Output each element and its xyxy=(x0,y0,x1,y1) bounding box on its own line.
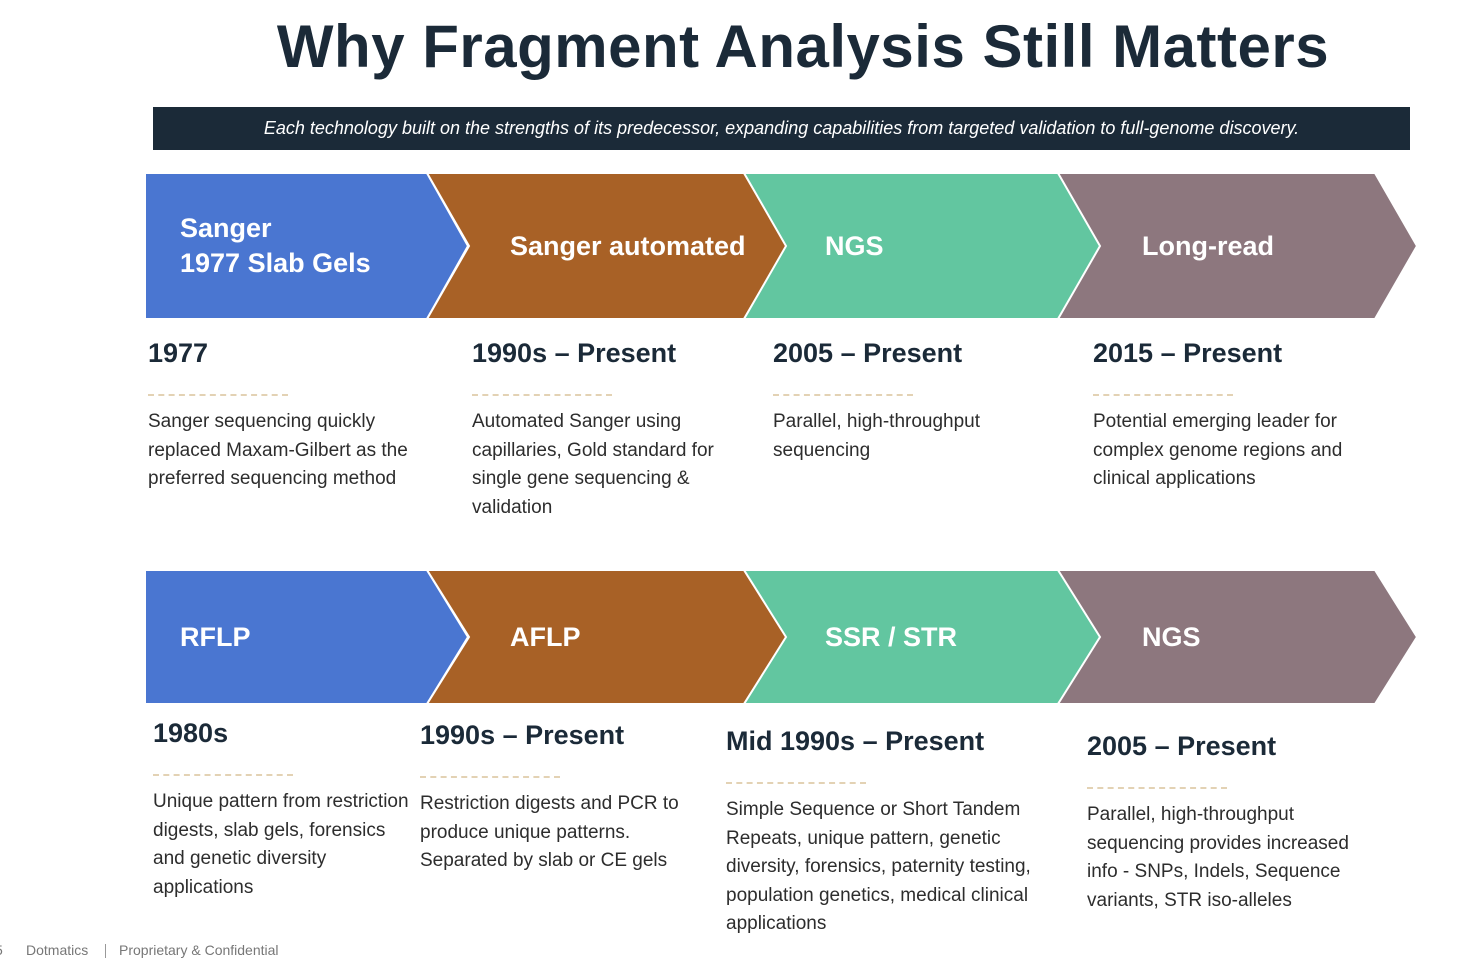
divider xyxy=(153,774,293,776)
stage-description: Sanger sequencing quickly replaced Maxam… xyxy=(148,411,408,490)
divider xyxy=(148,394,288,396)
chevron xyxy=(425,569,789,705)
stage-description: Parallel, high-throughput sequencing pro… xyxy=(1087,804,1349,911)
stage-label: NGS xyxy=(1142,621,1201,652)
divider xyxy=(1087,787,1227,789)
slide-title: Why Fragment Analysis Still Matters xyxy=(276,13,1330,80)
page-number: 5 xyxy=(0,942,3,958)
stage-date: 2015 – Present xyxy=(1093,338,1283,368)
chevron xyxy=(1056,172,1419,320)
stage-description: Parallel, high-throughput sequencing xyxy=(773,411,981,461)
stage-date: 1990s – Present xyxy=(472,338,677,368)
stage-label: Long-read xyxy=(1142,230,1274,261)
stage-date: 1990s – Present xyxy=(420,720,625,750)
divider xyxy=(472,394,612,396)
stage-label: Sanger xyxy=(180,213,272,243)
footer-note: Proprietary & Confidential xyxy=(119,942,279,958)
stage-label: 1977 Slab Gels xyxy=(180,248,371,278)
footer-divider xyxy=(105,944,106,958)
stage-date: 1980s xyxy=(153,718,229,748)
stage-date: Mid 1990s – Present xyxy=(726,726,985,756)
stage-description: Unique pattern from restriction digests,… xyxy=(153,791,409,898)
divider xyxy=(773,394,913,396)
stage-description: Automated Sanger using capillaries, Gold… xyxy=(472,411,714,518)
footer-company: Dotmatics xyxy=(26,942,89,958)
divider xyxy=(420,776,560,778)
stage-description: Restriction digests and PCR to produce u… xyxy=(420,793,679,872)
stage-date: 2005 – Present xyxy=(773,338,963,368)
banner: Each technology built on the strengths o… xyxy=(153,107,1410,150)
stage-date: 1977 xyxy=(148,338,209,368)
chevron xyxy=(742,172,1107,320)
chevron xyxy=(1056,569,1419,705)
stage-label: NGS xyxy=(825,230,884,261)
stage-label: Sanger automated xyxy=(510,230,746,261)
stage-date: 2005 – Present xyxy=(1087,731,1277,761)
stage-description: Simple Sequence or Short Tandem Repeats,… xyxy=(726,799,1031,935)
divider xyxy=(726,782,866,784)
stage-label: RFLP xyxy=(180,621,251,652)
divider xyxy=(1093,394,1233,396)
stage-label: SSR / STR xyxy=(825,621,958,652)
stage-description: Potential emerging leader for complex ge… xyxy=(1093,411,1343,490)
stage-label: AFLP xyxy=(510,621,581,652)
